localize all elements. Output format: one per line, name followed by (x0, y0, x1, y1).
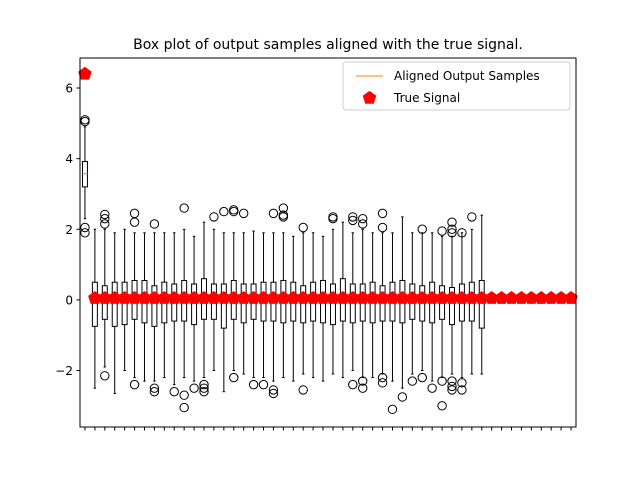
outlier-point (149, 219, 160, 229)
box-body (191, 283, 198, 326)
outlier-point (80, 228, 90, 238)
axes-frame (79, 57, 577, 428)
y-tick-label: 0 (65, 293, 73, 307)
outlier-point (358, 219, 368, 229)
box-body (300, 285, 307, 324)
legend-frame (342, 61, 571, 111)
x-axis (84, 427, 572, 431)
outlier-point (229, 372, 239, 383)
outlier-point (417, 224, 427, 234)
box-15 (219, 206, 229, 393)
legend: Aligned Output Samples True Signal (342, 61, 571, 111)
outlier-point (397, 392, 408, 402)
outlier-point (358, 213, 368, 224)
outlier-point (328, 213, 338, 224)
outlier-point (229, 205, 239, 215)
y-axis: −2 0 2 4 6 (55, 82, 80, 378)
outlier-point (377, 222, 388, 233)
outlier-point (179, 203, 189, 213)
outlier-point (447, 224, 457, 234)
box-1 (80, 115, 90, 238)
outlier-point (457, 378, 467, 388)
outlier-point (298, 385, 308, 395)
y-tick-label: 2 (65, 223, 73, 237)
outlier-point (348, 212, 358, 222)
outlier-point (437, 226, 447, 236)
outlier-point (100, 219, 110, 229)
outlier-point (258, 379, 269, 390)
box-body (151, 285, 158, 327)
outlier-point (377, 378, 388, 388)
box-body (220, 283, 227, 329)
box-2 (91, 228, 98, 389)
outlier-point (377, 372, 388, 383)
outlier-point (209, 212, 219, 222)
outlier-point (169, 386, 179, 397)
outlier-point (407, 376, 418, 386)
outlier-point (437, 401, 447, 411)
true-signal-series (78, 66, 578, 304)
outlier-point (268, 388, 279, 399)
outlier-point (348, 379, 358, 390)
outlier-point (348, 215, 358, 226)
outlier-point (417, 372, 427, 383)
outlier-point (149, 386, 160, 397)
outlier-point (80, 115, 90, 125)
box-12 (189, 235, 199, 393)
outlier-point (189, 383, 199, 393)
y-tick-label: −2 (55, 364, 73, 378)
legend-true-signal-pentagon-icon (362, 90, 377, 104)
outlier-point (80, 222, 90, 233)
outlier-point (457, 228, 467, 238)
outlier-point (268, 385, 279, 395)
outlier-point (129, 208, 140, 219)
box-body (478, 279, 485, 329)
outlier-point (447, 217, 457, 227)
outlier-point (457, 385, 467, 395)
outlier-point (358, 376, 368, 386)
outlier-point (199, 386, 209, 397)
outlier-point (199, 383, 209, 393)
outlier-point (179, 390, 189, 400)
outlier-point (427, 383, 437, 393)
box-body (449, 287, 455, 326)
outlier-point (387, 404, 398, 415)
outlier-point (278, 212, 289, 222)
box-38 (447, 217, 457, 395)
outlier-point (238, 208, 249, 219)
outlier-point (268, 208, 279, 219)
outlier-point (437, 376, 447, 386)
box-body (91, 281, 98, 327)
outlier-point (447, 228, 457, 238)
box-3 (100, 209, 110, 381)
legend-true-signal-label: True Signal (393, 91, 460, 105)
outlier-point (100, 213, 110, 224)
outlier-point (298, 222, 308, 233)
outlier-point (199, 379, 209, 390)
y-tick-label: 6 (65, 82, 73, 96)
outlier-point (248, 379, 259, 390)
outlier-point (100, 371, 110, 381)
legend-aligned-output-label: Aligned Output Samples (394, 69, 540, 83)
outlier-point (179, 402, 189, 413)
outlier-point (129, 379, 140, 390)
box-body (111, 281, 118, 327)
outlier-point (377, 208, 388, 219)
outlier-point (219, 206, 229, 217)
outlier-point (447, 381, 457, 392)
outlier-point (467, 212, 477, 222)
outlier-point (447, 385, 457, 395)
box-body (329, 283, 336, 326)
outlier-point (149, 383, 160, 393)
outlier-point (100, 209, 110, 220)
y-tick-label: 4 (65, 152, 73, 166)
plot-area (78, 66, 578, 415)
outlier-point (358, 383, 368, 393)
chart-title: Box plot of output samples aligned with … (133, 37, 523, 53)
box-26 (328, 212, 338, 375)
box-17 (238, 208, 249, 375)
